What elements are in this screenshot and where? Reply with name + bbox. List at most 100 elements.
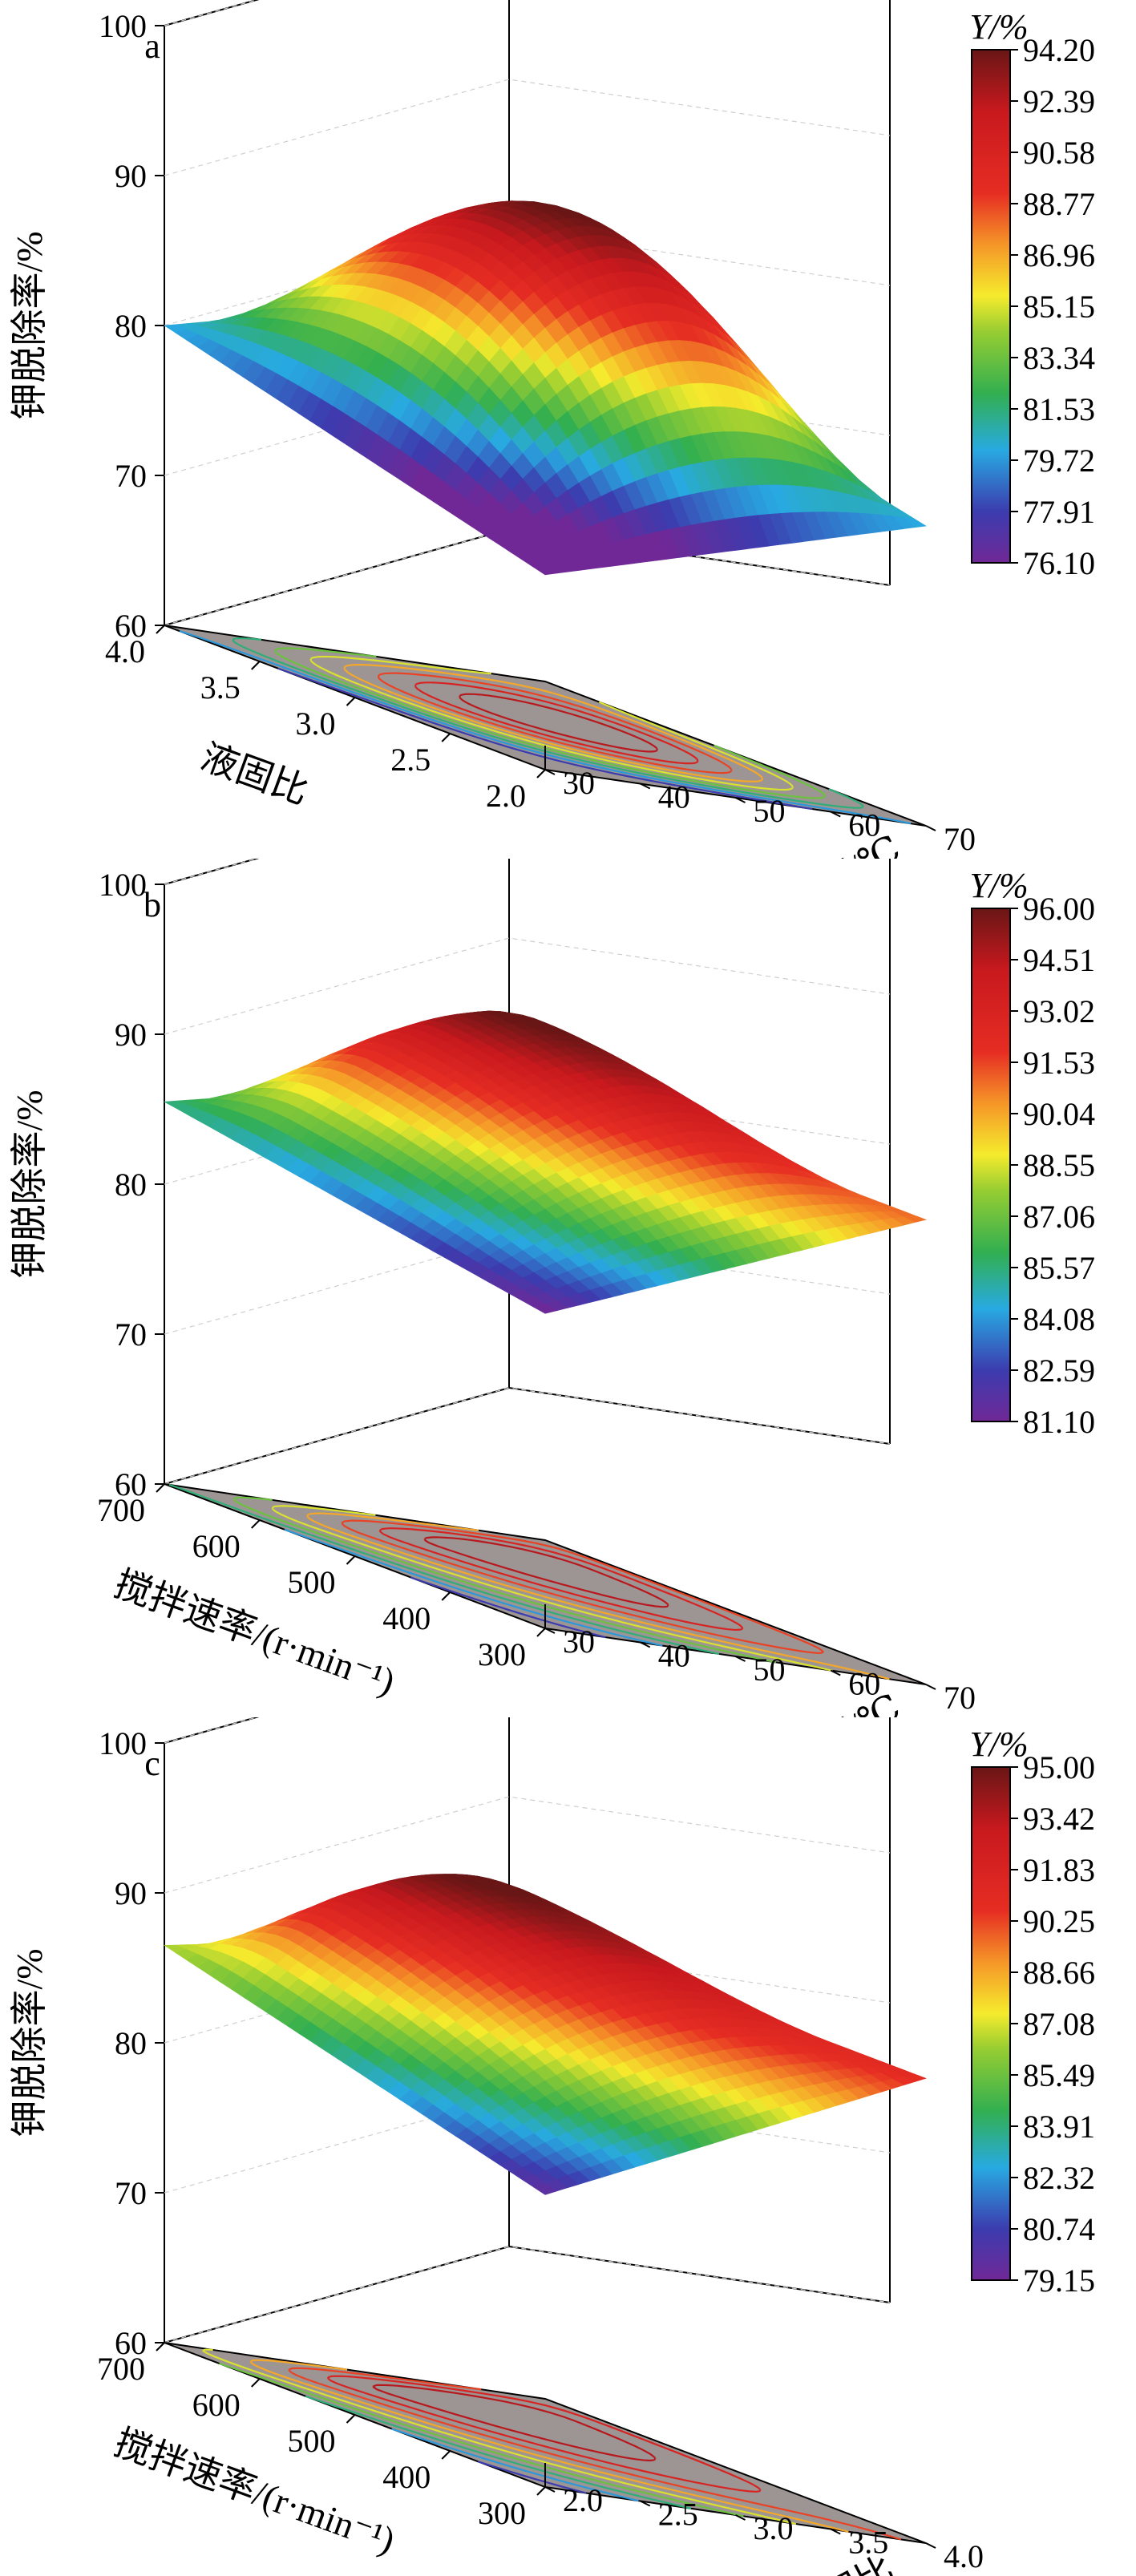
y-tick-label: 3.5	[848, 2525, 888, 2561]
y-tick	[544, 1628, 556, 1634]
x-tick	[346, 697, 356, 706]
y-tick-label: 50	[754, 793, 786, 829]
floor-contours	[201, 2348, 902, 2541]
colorbar-tick-label: 76.10	[1023, 545, 1095, 581]
top-edge	[164, 0, 260, 26]
x-tick	[251, 2378, 261, 2388]
contour-line	[201, 2348, 797, 2525]
response-surface	[164, 200, 927, 576]
response-surface	[163, 1010, 928, 1314]
colorbar-tick-label: 88.55	[1023, 1147, 1095, 1183]
y-tick	[640, 2500, 651, 2507]
x-tick-label: 400	[382, 1600, 431, 1636]
y-tick	[830, 1669, 841, 1676]
z-gridline	[164, 1717, 258, 1744]
x-tick	[251, 661, 261, 670]
contour-line	[288, 2367, 902, 2541]
surface-cell	[533, 1303, 557, 1314]
response-surface	[164, 1874, 927, 2195]
contour-line	[309, 655, 794, 791]
contour-line	[232, 1496, 777, 1664]
y-tick	[735, 797, 746, 803]
colorbar-title: Y/%	[969, 1725, 1028, 1764]
x-tick	[346, 1555, 356, 1565]
y-tick-label: 70	[944, 821, 976, 857]
back-floor-edge	[164, 1386, 891, 1485]
surface-plot-b: 60 70 80 90 100 钾脱除率/% 700 600 500 400 300 搅拌速率/(r·…	[9, 859, 1095, 1717]
x-tick-label: 500	[288, 2423, 336, 2459]
y-tick-label: 2.5	[658, 2497, 698, 2533]
colorbar-tick-label: 80.74	[1023, 2211, 1095, 2247]
surface-cell	[533, 563, 557, 576]
y-axis-label: 温度/℃	[777, 1686, 907, 1717]
z-gridline	[164, 528, 891, 626]
panel-a: 60 70 80 90 100 钾脱除率/% 4.0 3.5 3.0 2.5 2.0 液固比 30 40 5…	[0, 0, 1136, 859]
colorbar-tick-label: 94.20	[1023, 32, 1095, 68]
x-tick	[536, 2486, 546, 2496]
colorbar-tick-label: 81.10	[1023, 1404, 1095, 1440]
y-tick	[830, 2528, 841, 2535]
z-gridline	[164, 859, 258, 885]
surface-plot-c: 60 70 80 90 100 钾脱除率/% 700 600 500 400 300 搅拌速率/(r·…	[9, 1717, 1095, 2576]
colorbar-tick-label: 83.34	[1023, 340, 1095, 376]
y-tick-label: 2.0	[563, 2482, 603, 2518]
colorbar-tick-label: 88.77	[1023, 186, 1095, 222]
y-tick-label: 4.0	[944, 2538, 984, 2574]
colorbar-tick-label: 85.15	[1023, 289, 1095, 325]
x-tick-label: 400	[382, 2459, 431, 2495]
panel-label: b	[144, 885, 161, 924]
y-tick-label: 50	[754, 1652, 786, 1688]
top-edge	[164, 1717, 260, 1744]
contour-line	[277, 667, 813, 811]
x-tick-label: 700	[97, 2351, 145, 2387]
y-tick-label: 40	[658, 1638, 690, 1674]
y-tick	[830, 811, 841, 818]
colorbar-tick-label: 91.83	[1023, 1852, 1095, 1888]
z-tick-label: 90	[115, 1875, 147, 1911]
contour-line	[378, 1527, 744, 1632]
colorbar-tick-label: 92.39	[1023, 83, 1095, 119]
x-tick-label: 300	[478, 1636, 526, 1672]
y-tick	[735, 2514, 746, 2521]
contour-line	[423, 1536, 669, 1608]
colorbar-tick-label: 77.91	[1023, 494, 1095, 530]
colorbar-tick-label: 95.00	[1023, 1749, 1095, 1785]
contour-line	[271, 1505, 833, 1672]
colorbar-tick-label: 79.15	[1023, 2263, 1095, 2299]
x-tick-label: 500	[288, 1564, 336, 1600]
y-tick-label: 30	[563, 1624, 595, 1660]
x-tick-label: 4.0	[105, 633, 145, 669]
colorbar-tick-label: 87.06	[1023, 1199, 1095, 1235]
floor-contours	[168, 1483, 890, 1680]
z-gridline	[164, 937, 891, 1035]
colorbar-tick-label: 86.96	[1023, 237, 1095, 273]
y-tick	[640, 783, 651, 790]
back-floor-edge	[164, 2245, 891, 2343]
x-tick	[441, 1591, 451, 1601]
y-tick-label: 60	[848, 807, 880, 843]
y-tick	[544, 2486, 556, 2493]
colorbar-tick-label: 91.53	[1023, 1045, 1095, 1081]
x-tick	[441, 2450, 451, 2460]
colorbar-tick-label: 85.57	[1023, 1250, 1095, 1286]
contour-line	[372, 2384, 657, 2462]
x-tick	[346, 2414, 356, 2424]
y-tick-label: 60	[848, 1666, 880, 1702]
z-gridline	[164, 1796, 891, 1894]
colorbar-tick-label: 90.04	[1023, 1096, 1095, 1132]
colorbar-tick-label: 87.08	[1023, 2006, 1095, 2042]
contour-line	[410, 1576, 606, 1639]
x-tick-label: 2.0	[486, 778, 526, 814]
z-gridline	[164, 2096, 891, 2194]
colorbar	[971, 49, 1011, 564]
z-axis-label: 钾脱除率/%	[9, 1090, 50, 1278]
z-gridline	[164, 1237, 891, 1335]
z-tick-label: 80	[115, 2025, 147, 2061]
x-tick	[156, 1483, 165, 1493]
colorbar-tick-label: 96.00	[1023, 891, 1095, 927]
panel-label: a	[144, 26, 160, 66]
x-tick	[251, 1519, 261, 1529]
z-tick-label: 80	[115, 1167, 147, 1203]
colorbar	[971, 1766, 1011, 2281]
contour-line	[232, 637, 864, 809]
